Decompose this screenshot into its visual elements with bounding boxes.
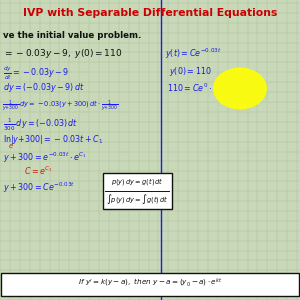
Text: ve the initial value problem.: ve the initial value problem. xyxy=(3,32,141,40)
Text: $C = e^{C_1}$: $C = e^{C_1}$ xyxy=(24,165,53,177)
Text: $dy = (-0.03y - 9)\,dt$: $dy = (-0.03y - 9)\,dt$ xyxy=(3,81,85,94)
FancyBboxPatch shape xyxy=(1,273,299,296)
Text: $\ln|y{+}300| = -0.03t + C_1$: $\ln|y{+}300| = -0.03t + C_1$ xyxy=(3,134,103,146)
Text: IVP with Separable Differential Equations: IVP with Separable Differential Equation… xyxy=(23,8,277,17)
Text: $e$: $e$ xyxy=(8,142,14,151)
FancyBboxPatch shape xyxy=(103,173,172,209)
Text: $= -0.03y - 9,\ y(0) = 110$: $= -0.03y - 9,\ y(0) = 110$ xyxy=(3,46,122,59)
Text: $\frac{1}{300}\,dy = (-0.03)\,dt$: $\frac{1}{300}\,dy = (-0.03)\,dt$ xyxy=(3,116,78,133)
Text: $\mathit{If}\ y' = k(y-a),\ \mathit{then}\ y - a = (y_0 - a) \cdot e^{kt}$: $\mathit{If}\ y' = k(y-a),\ \mathit{then… xyxy=(78,276,222,288)
Text: $\frac{dy}{dt} = -0.03y - 9$: $\frac{dy}{dt} = -0.03y - 9$ xyxy=(3,64,69,82)
Text: $p(y)\,dy = g(t)\,dt$: $p(y)\,dy = g(t)\,dt$ xyxy=(111,176,164,188)
Text: $110 = Ce^{0}\cdot$: $110 = Ce^{0}\cdot$ xyxy=(167,82,212,94)
Text: $\int p(y)\,dy = \int g(t)\,dt$: $\int p(y)\,dy = \int g(t)\,dt$ xyxy=(106,193,169,206)
Text: $y(0) = 110$: $y(0) = 110$ xyxy=(169,64,212,77)
Text: $\frac{1}{y{+}300}\,dy = -0.03(y+300)\,dt\cdot\frac{1}{y{+}300}$: $\frac{1}{y{+}300}\,dy = -0.03(y+300)\,d… xyxy=(2,98,118,114)
Ellipse shape xyxy=(214,68,266,109)
Text: $y(t) = Ce^{-0.03t}$: $y(t) = Ce^{-0.03t}$ xyxy=(165,46,222,61)
Text: $y + 300 = Ce^{-0.03t}$: $y + 300 = Ce^{-0.03t}$ xyxy=(3,181,75,195)
Text: $y + 300 = e^{-0.03t}\cdot e^{C_1}$: $y + 300 = e^{-0.03t}\cdot e^{C_1}$ xyxy=(3,151,87,165)
